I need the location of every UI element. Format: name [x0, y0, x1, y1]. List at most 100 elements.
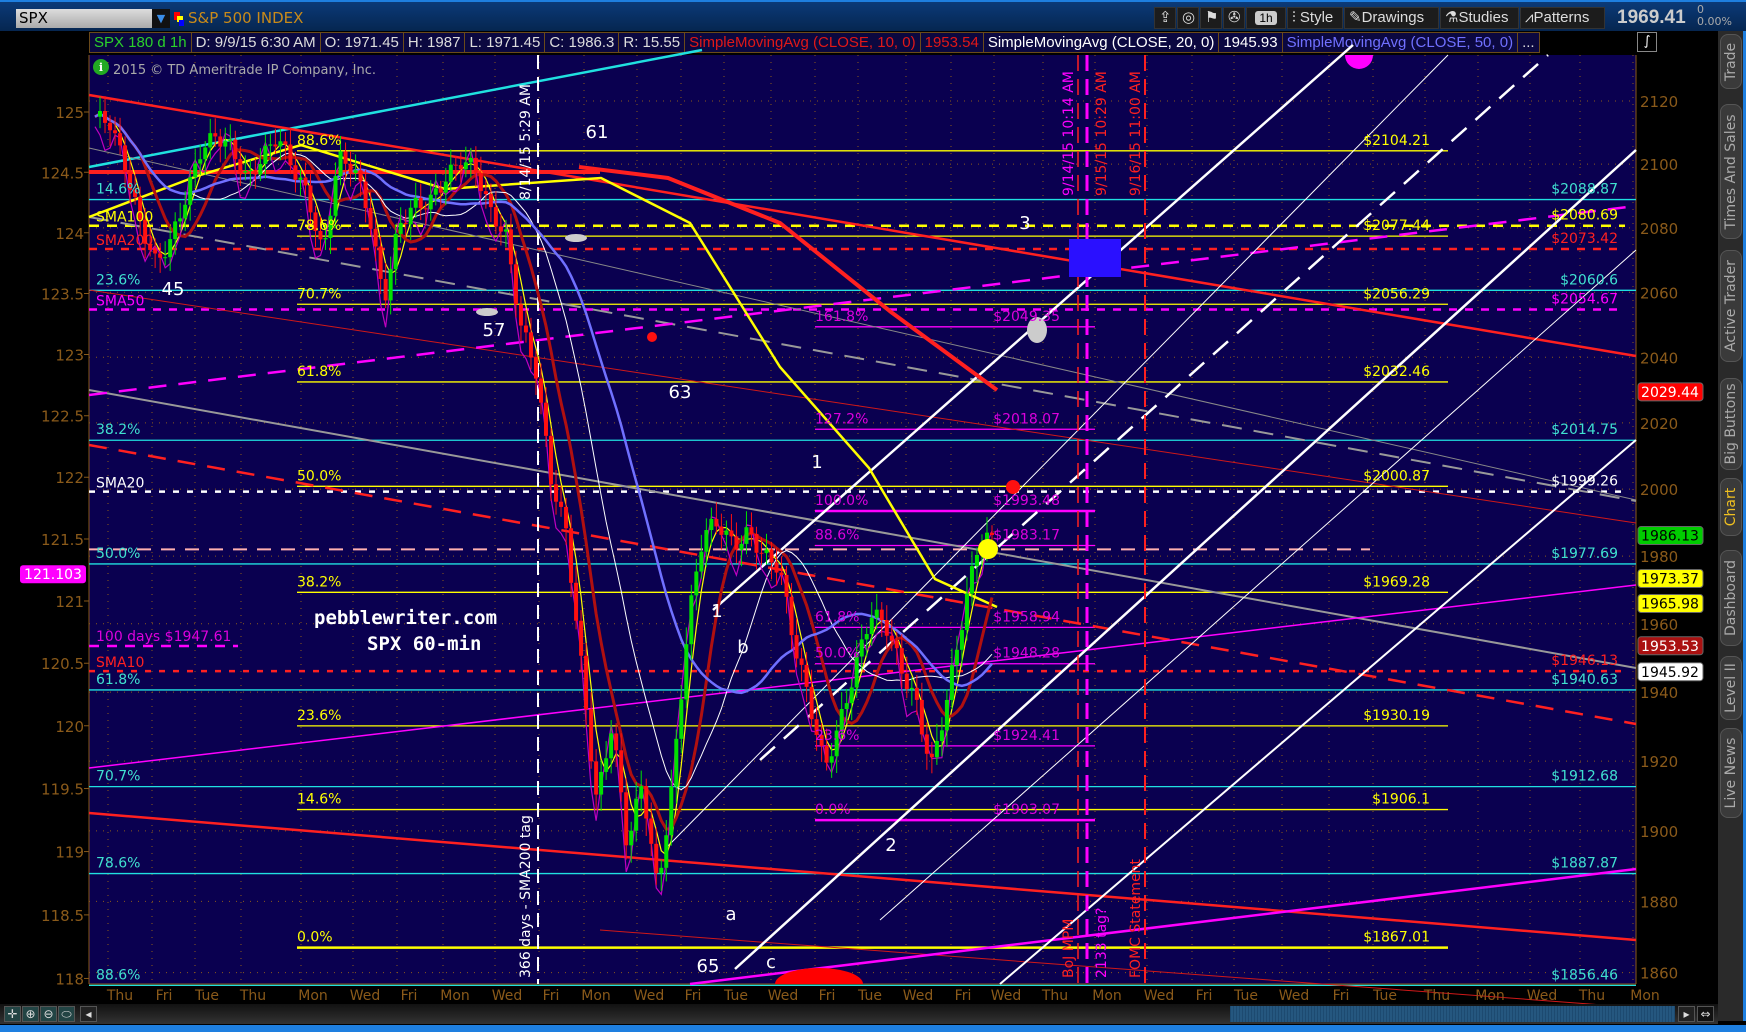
candle-body[interactable]: [604, 758, 609, 772]
candle-body[interactable]: [173, 221, 178, 240]
candle-body[interactable]: [854, 656, 859, 688]
candle-body[interactable]: [954, 649, 959, 666]
candle-body[interactable]: [834, 730, 839, 757]
candle-body[interactable]: [228, 139, 233, 142]
candle-body[interactable]: [719, 526, 724, 535]
candle-body[interactable]: [273, 144, 278, 147]
candle-body[interactable]: [378, 246, 383, 279]
candle-body[interactable]: [368, 208, 373, 229]
candle-body[interactable]: [839, 708, 844, 731]
candle-body[interactable]: [343, 151, 348, 164]
candle-body[interactable]: [448, 164, 453, 182]
candle-body[interactable]: [939, 730, 944, 741]
candle-body[interactable]: [203, 147, 208, 160]
candle-body[interactable]: [969, 566, 974, 594]
candle-body[interactable]: [538, 378, 543, 403]
candle-body[interactable]: [493, 207, 498, 227]
info-badge[interactable]: i: [93, 59, 109, 75]
candle-body[interactable]: [654, 843, 659, 874]
sma50-study-label[interactable]: SimpleMovingAvg (CLOSE, 50, 0): [1283, 33, 1519, 52]
white-channel-thin-3[interactable]: [999, 439, 1637, 985]
red-trendline-lower[interactable]: [88, 811, 1637, 942]
candle-body[interactable]: [779, 572, 784, 575]
candle-body[interactable]: [188, 177, 193, 205]
candle-body[interactable]: [168, 239, 173, 258]
red-thin-trendline-lower[interactable]: [599, 929, 1634, 1004]
share-icon[interactable]: ⇪: [1154, 7, 1176, 29]
yellow-marker[interactable]: [978, 539, 998, 559]
candle-body[interactable]: [674, 738, 679, 787]
candle-body[interactable]: [949, 665, 954, 700]
candle-body[interactable]: [799, 658, 804, 665]
candle-body[interactable]: [128, 171, 133, 190]
candle-body[interactable]: [133, 189, 138, 197]
side-tab-big-buttons[interactable]: Big Buttons: [1720, 378, 1742, 470]
candle-body[interactable]: [433, 188, 438, 195]
candle-body[interactable]: [523, 325, 528, 333]
candle-body[interactable]: [278, 141, 283, 147]
studies-button[interactable]: ⚗Studies: [1440, 7, 1519, 29]
candle-body[interactable]: [614, 733, 619, 751]
candle-body[interactable]: [924, 734, 929, 754]
candle-body[interactable]: [253, 170, 258, 175]
red-thin-trendline[interactable]: [88, 289, 1637, 524]
gray-trendline-2[interactable]: [88, 389, 1637, 669]
candle-body[interactable]: [714, 518, 719, 527]
candle-body[interactable]: [559, 501, 564, 507]
candle-body[interactable]: [729, 530, 734, 537]
side-tab-live-news[interactable]: Live News: [1720, 728, 1742, 818]
candle-body[interactable]: [549, 435, 554, 485]
candle-body[interactable]: [248, 170, 253, 172]
candle-body[interactable]: [564, 506, 569, 529]
candle-body[interactable]: [789, 596, 794, 636]
candle-body[interactable]: [869, 617, 874, 635]
candle-body[interactable]: [178, 218, 183, 222]
candle-body[interactable]: [258, 163, 263, 175]
side-tab-dashboard[interactable]: Dashboard: [1720, 550, 1742, 646]
red-trendline-upper[interactable]: [88, 93, 1637, 358]
candle-body[interactable]: [268, 144, 273, 146]
gray-marker[interactable]: [1027, 317, 1047, 343]
candle-body[interactable]: [974, 554, 979, 567]
candle-body[interactable]: [889, 635, 894, 641]
candle-body[interactable]: [744, 527, 749, 544]
candle-body[interactable]: [393, 233, 398, 270]
candle-body[interactable]: [108, 122, 113, 131]
candle-body[interactable]: [684, 644, 689, 700]
candle-body[interactable]: [163, 257, 168, 259]
white-channel-lower[interactable]: [734, 149, 1637, 970]
drawings-button[interactable]: ✎Drawings: [1344, 7, 1439, 29]
candle-body[interactable]: [338, 151, 343, 177]
scroll-left-icon[interactable]: ◂: [80, 1006, 97, 1022]
wrench-icon[interactable]: ✇: [1223, 7, 1245, 29]
candle-body[interactable]: [864, 634, 869, 640]
magenta-dashed-trendline[interactable]: [88, 204, 1637, 397]
candle-body[interactable]: [138, 196, 143, 220]
candle-body[interactable]: [498, 226, 503, 232]
candle-body[interactable]: [589, 709, 594, 762]
candle-body[interactable]: [153, 249, 158, 254]
side-tab-chart[interactable]: Chart: [1720, 478, 1742, 536]
candle-body[interactable]: [669, 786, 674, 836]
candle-body[interactable]: [533, 357, 538, 379]
candle-body[interactable]: [879, 609, 884, 621]
candle-body[interactable]: [724, 530, 729, 535]
scroll-right-icon[interactable]: ▸: [1678, 1006, 1695, 1022]
cyan-trendline[interactable]: [88, 48, 703, 169]
candle-body[interactable]: [308, 185, 313, 213]
candle-body[interactable]: [579, 620, 584, 656]
candle-body[interactable]: [243, 171, 248, 173]
candle-body[interactable]: [233, 139, 238, 160]
candle-body[interactable]: [508, 229, 513, 265]
link-color-icon[interactable]: [174, 12, 184, 26]
candle-body[interactable]: [824, 745, 829, 763]
candle-body[interactable]: [619, 750, 624, 793]
candle-body[interactable]: [934, 740, 939, 758]
candle-body[interactable]: [213, 133, 218, 137]
chart-plot-area[interactable]: [89, 55, 1636, 984]
sma10-study-label[interactable]: SimpleMovingAvg (CLOSE, 10, 0): [685, 33, 921, 52]
candle-body[interactable]: [919, 699, 924, 735]
gray-trendline-1[interactable]: [88, 147, 1637, 501]
side-tab-level-ii[interactable]: Level II: [1720, 656, 1742, 720]
candle-body[interactable]: [894, 640, 899, 649]
